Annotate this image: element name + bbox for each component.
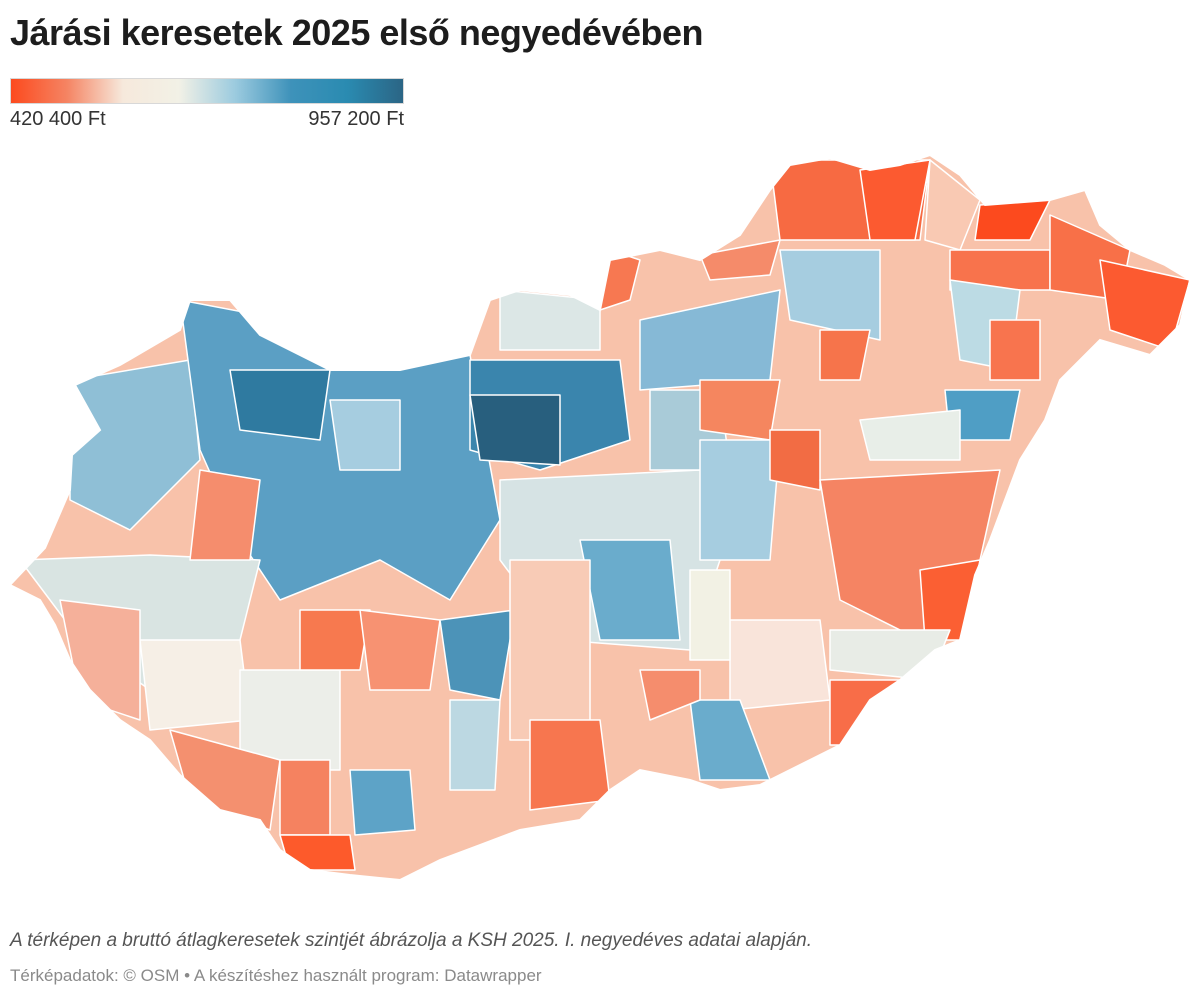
district-region[interactable] <box>689 569 731 661</box>
district-region[interactable] <box>859 409 961 461</box>
chart-title: Járási keresetek 2025 első negyedévében <box>10 12 703 53</box>
district-region[interactable] <box>779 249 881 341</box>
district-region[interactable] <box>499 289 601 351</box>
district-region[interactable] <box>699 379 781 441</box>
district-region[interactable] <box>529 719 611 811</box>
district-region[interactable] <box>639 669 701 721</box>
district-region[interactable] <box>189 469 261 561</box>
district-region[interactable] <box>329 399 401 471</box>
legend-min-label: 420 400 Ft <box>10 108 106 130</box>
district-region[interactable] <box>349 769 416 836</box>
footer-source: Térképadatok: © OSM • A készítéshez hasz… <box>10 966 542 985</box>
district-region[interactable] <box>989 319 1041 381</box>
district-region[interactable] <box>579 539 681 641</box>
district-region[interactable] <box>509 559 591 741</box>
district-region[interactable] <box>919 559 981 641</box>
district-region[interactable] <box>699 439 781 561</box>
footer-note: A térképen a bruttó átlagkeresetek szint… <box>10 930 813 951</box>
legend-max-label: 957 200 Ft <box>308 108 404 130</box>
district-region[interactable] <box>469 394 561 466</box>
legend-gradient-bar <box>10 78 404 104</box>
district-region[interactable] <box>139 639 251 731</box>
district-region[interactable] <box>279 759 331 836</box>
district-region[interactable] <box>229 369 331 441</box>
district-region[interactable] <box>279 834 356 871</box>
district-region[interactable] <box>359 609 441 691</box>
district-region[interactable] <box>699 239 781 281</box>
district-region[interactable] <box>829 629 951 681</box>
district-region[interactable] <box>59 599 141 721</box>
district-region[interactable] <box>829 679 906 746</box>
country-border <box>8 153 1192 882</box>
district-region[interactable] <box>729 619 831 711</box>
district-region[interactable] <box>299 609 371 671</box>
district-region[interactable] <box>819 329 871 381</box>
district-region[interactable] <box>769 429 821 491</box>
choropleth-map-hungary <box>8 153 1192 882</box>
color-legend: 420 400 Ft 957 200 Ft <box>10 78 404 131</box>
district-region[interactable] <box>449 699 501 791</box>
